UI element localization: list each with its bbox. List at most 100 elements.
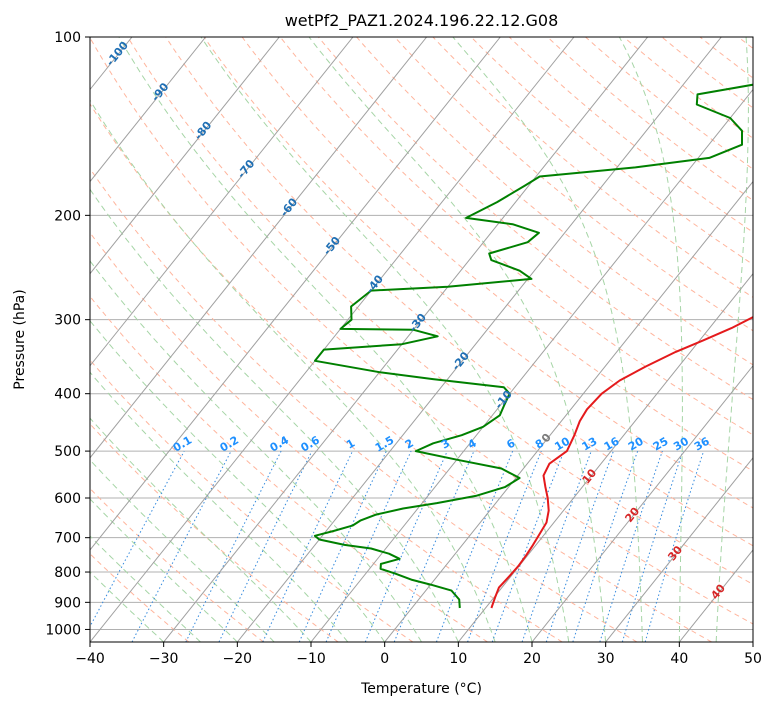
x-tick-label: 40 <box>670 651 688 667</box>
isotherm-line <box>457 272 753 642</box>
mixing-ratio-line <box>262 450 353 642</box>
x-tick-label: 20 <box>523 651 541 667</box>
dewpoint-line <box>313 83 753 609</box>
dry-adiabat <box>90 231 563 642</box>
isotherm-line <box>90 37 428 459</box>
x-tick-label: 0 <box>380 651 389 667</box>
mixing-ratio-label: 2 <box>403 437 416 452</box>
moist-adiabat <box>452 37 643 642</box>
x-tick-label: −30 <box>149 651 179 667</box>
isotherm-line <box>163 37 649 642</box>
mixing-ratio-line <box>218 450 313 642</box>
x-tick-label: −20 <box>223 651 253 667</box>
isotherm-line <box>752 641 753 642</box>
mixing-ratio-line <box>621 450 684 642</box>
moist-adiabat <box>90 320 386 642</box>
isotherm-line <box>531 364 753 642</box>
moist-adiabat <box>90 188 459 642</box>
profile-series <box>313 83 753 609</box>
isotherm-line <box>0 37 58 642</box>
y-tick-label: 1000 <box>45 622 81 638</box>
plot-area: -100-90-80-70-60-50-40-30-20-10010203040… <box>0 37 753 642</box>
moist-adiabat <box>715 37 749 642</box>
mixing-ratio-line <box>467 450 542 642</box>
dry-adiabat <box>508 37 753 233</box>
dry-adiabat <box>90 167 638 642</box>
temperature-line <box>490 315 753 609</box>
y-axis-label: Pressure (hPa) <box>12 289 28 389</box>
dry-adiabat <box>90 487 264 642</box>
dry-adiabats <box>90 37 753 642</box>
mixing-ratio-line <box>364 450 448 642</box>
mixing-ratio-line <box>185 450 282 642</box>
y-tick-label: 900 <box>54 595 81 611</box>
dry-adiabat <box>90 103 712 642</box>
mixing-ratio-line <box>521 450 592 642</box>
dry-adiabat <box>90 295 488 642</box>
mixing-ratio-label: 1 <box>344 437 357 452</box>
moist-adiabat <box>90 99 496 642</box>
moist-adiabat <box>90 459 275 642</box>
mixing-ratio-line <box>298 450 387 642</box>
isotherm-line <box>384 180 753 642</box>
mixing-ratio-label: 6 <box>504 436 517 451</box>
moist-adiabat <box>308 37 607 642</box>
moist-adiabat <box>90 535 201 642</box>
moist-adiabat <box>90 371 349 642</box>
mixing-ratio-line <box>599 450 663 642</box>
dry-adiabat <box>90 553 190 642</box>
isotherm-line <box>236 37 722 642</box>
moist-adiabat <box>90 260 422 642</box>
dry-adiabat <box>394 37 753 332</box>
moist-adiabats <box>90 37 749 642</box>
isotherm-line <box>90 37 575 642</box>
dry-adiabat <box>432 37 753 298</box>
x-tick-label: 10 <box>449 651 467 667</box>
mixing-ratio-line <box>491 450 565 642</box>
skewed-isotherms <box>0 37 753 642</box>
y-tick-label: 300 <box>54 313 81 329</box>
mixing-ratio-line <box>325 450 412 642</box>
isotherm-line <box>90 37 207 183</box>
dry-adiabat <box>737 37 753 50</box>
plot-frame <box>89 36 754 643</box>
isotherm-line <box>605 457 753 642</box>
dry-adiabat <box>90 423 339 642</box>
isotherm-line <box>678 549 753 642</box>
mixing-ratio-line <box>572 450 639 642</box>
y-tick-label: 800 <box>54 565 81 581</box>
moist-adiabat <box>90 498 238 642</box>
isotherm-line <box>90 37 501 551</box>
x-tick-label: −10 <box>296 651 326 667</box>
mixing-ratio-label: 4 <box>466 436 479 451</box>
isotherm-line <box>90 37 354 367</box>
x-tick-label: 50 <box>744 651 762 667</box>
y-tick-label: 400 <box>54 387 81 403</box>
x-tick-label: −40 <box>75 651 105 667</box>
mixing-ratio-line <box>545 450 614 642</box>
x-tick-label: 30 <box>597 651 615 667</box>
chart-title: wetPf2_PAZ1.2024.196.22.12.G08 <box>285 11 559 31</box>
y-tick-label: 700 <box>54 531 81 547</box>
y-tick-label: 500 <box>54 444 81 460</box>
dry-adiabat <box>547 37 753 201</box>
moist-adiabat <box>618 37 683 642</box>
dry-adiabat <box>127 37 753 586</box>
moist-adiabat <box>90 571 165 642</box>
isotherm-line <box>90 37 280 275</box>
mixing-ratio-line <box>435 450 514 642</box>
moist-adiabat <box>118 37 533 642</box>
dry-adiabat <box>90 37 753 625</box>
y-axis-ticks: 100 200 300 400 500 600 700 800 900 1000 <box>45 30 90 638</box>
dry-adiabat <box>699 37 753 79</box>
mixing-ratio-line <box>393 450 475 642</box>
dry-adiabat <box>279 37 753 436</box>
dry-adiabat <box>203 37 753 509</box>
dry-adiabat <box>470 37 753 266</box>
y-tick-label: 600 <box>54 491 81 507</box>
moist-adiabat <box>200 37 570 642</box>
x-axis-ticks: −40 −30 −20 −10 0 10 20 30 40 50 <box>75 642 762 667</box>
y-tick-label: 100 <box>54 30 81 46</box>
